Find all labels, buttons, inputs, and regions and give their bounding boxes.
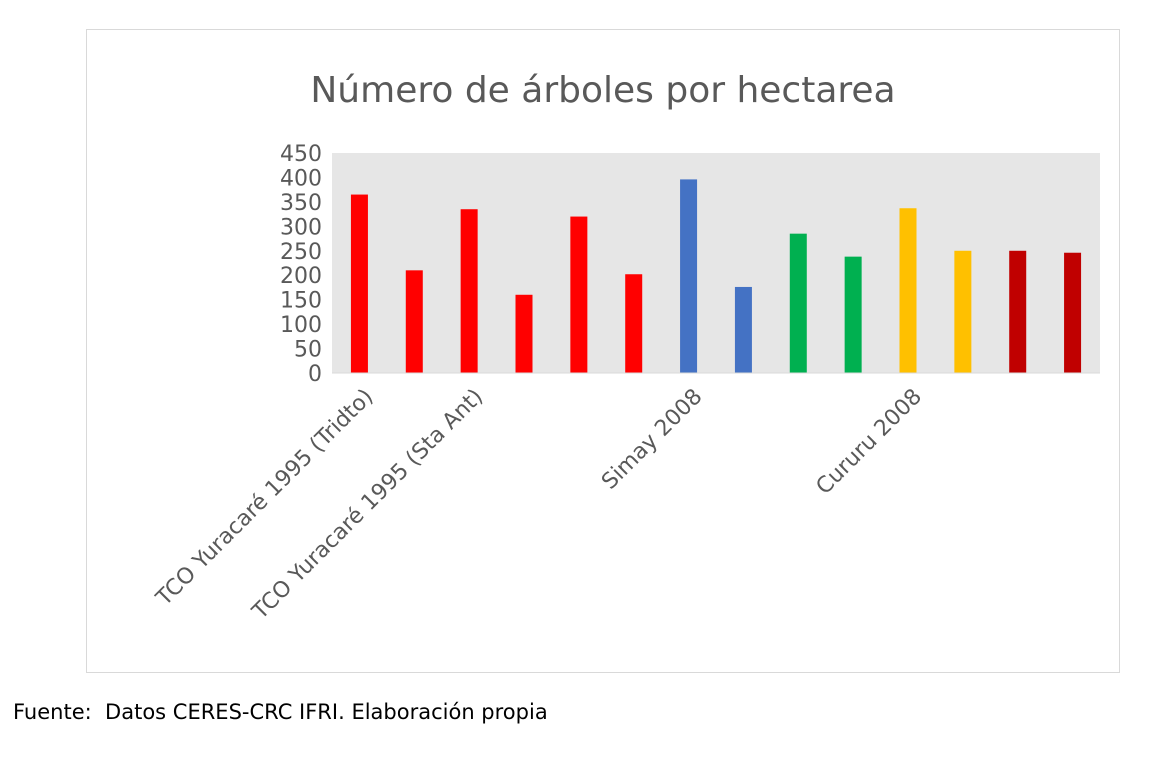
bar [844, 256, 862, 373]
x-category-label: TCO Yuracaré 1995 (Sta Ant) [247, 384, 488, 625]
bar [899, 208, 917, 373]
x-axis-labels: TCO Yuracaré 1995 (Tridto)TCO Yuracaré 1… [151, 384, 927, 625]
y-tick-label: 150 [280, 289, 322, 314]
y-tick-label: 350 [280, 191, 322, 216]
bar [405, 270, 423, 373]
bar [1009, 250, 1027, 373]
y-tick-label: 200 [280, 264, 322, 289]
bar [680, 179, 698, 373]
y-tick-label: 450 [280, 142, 322, 167]
y-tick-label: 50 [294, 338, 322, 363]
chart-title: Número de árboles por hectarea [310, 70, 895, 111]
y-tick-label: 400 [280, 166, 322, 191]
x-category-label: Simay 2008 [597, 384, 707, 494]
x-category-label: Cururu 2008 [812, 384, 927, 499]
bar [570, 216, 588, 373]
bar [1064, 252, 1082, 373]
bar [350, 194, 368, 373]
plot-area [332, 153, 1100, 373]
y-tick-label: 0 [308, 362, 322, 387]
y-tick-label: 300 [280, 215, 322, 240]
y-tick-label: 250 [280, 240, 322, 265]
bar [789, 233, 807, 373]
bar [625, 274, 643, 373]
bar [515, 294, 533, 373]
y-tick-label: 100 [280, 313, 322, 338]
source-note: Fuente: Datos CERES-CRC IFRI. Elaboració… [13, 700, 548, 724]
bar [734, 286, 752, 373]
bar [954, 250, 972, 373]
bar [460, 209, 478, 373]
bars [350, 179, 1082, 373]
bar-chart: Número de árboles por hectarea 450400350… [151, 70, 1100, 625]
x-category-label: TCO Yuracaré 1995 (Tridto) [151, 384, 378, 611]
